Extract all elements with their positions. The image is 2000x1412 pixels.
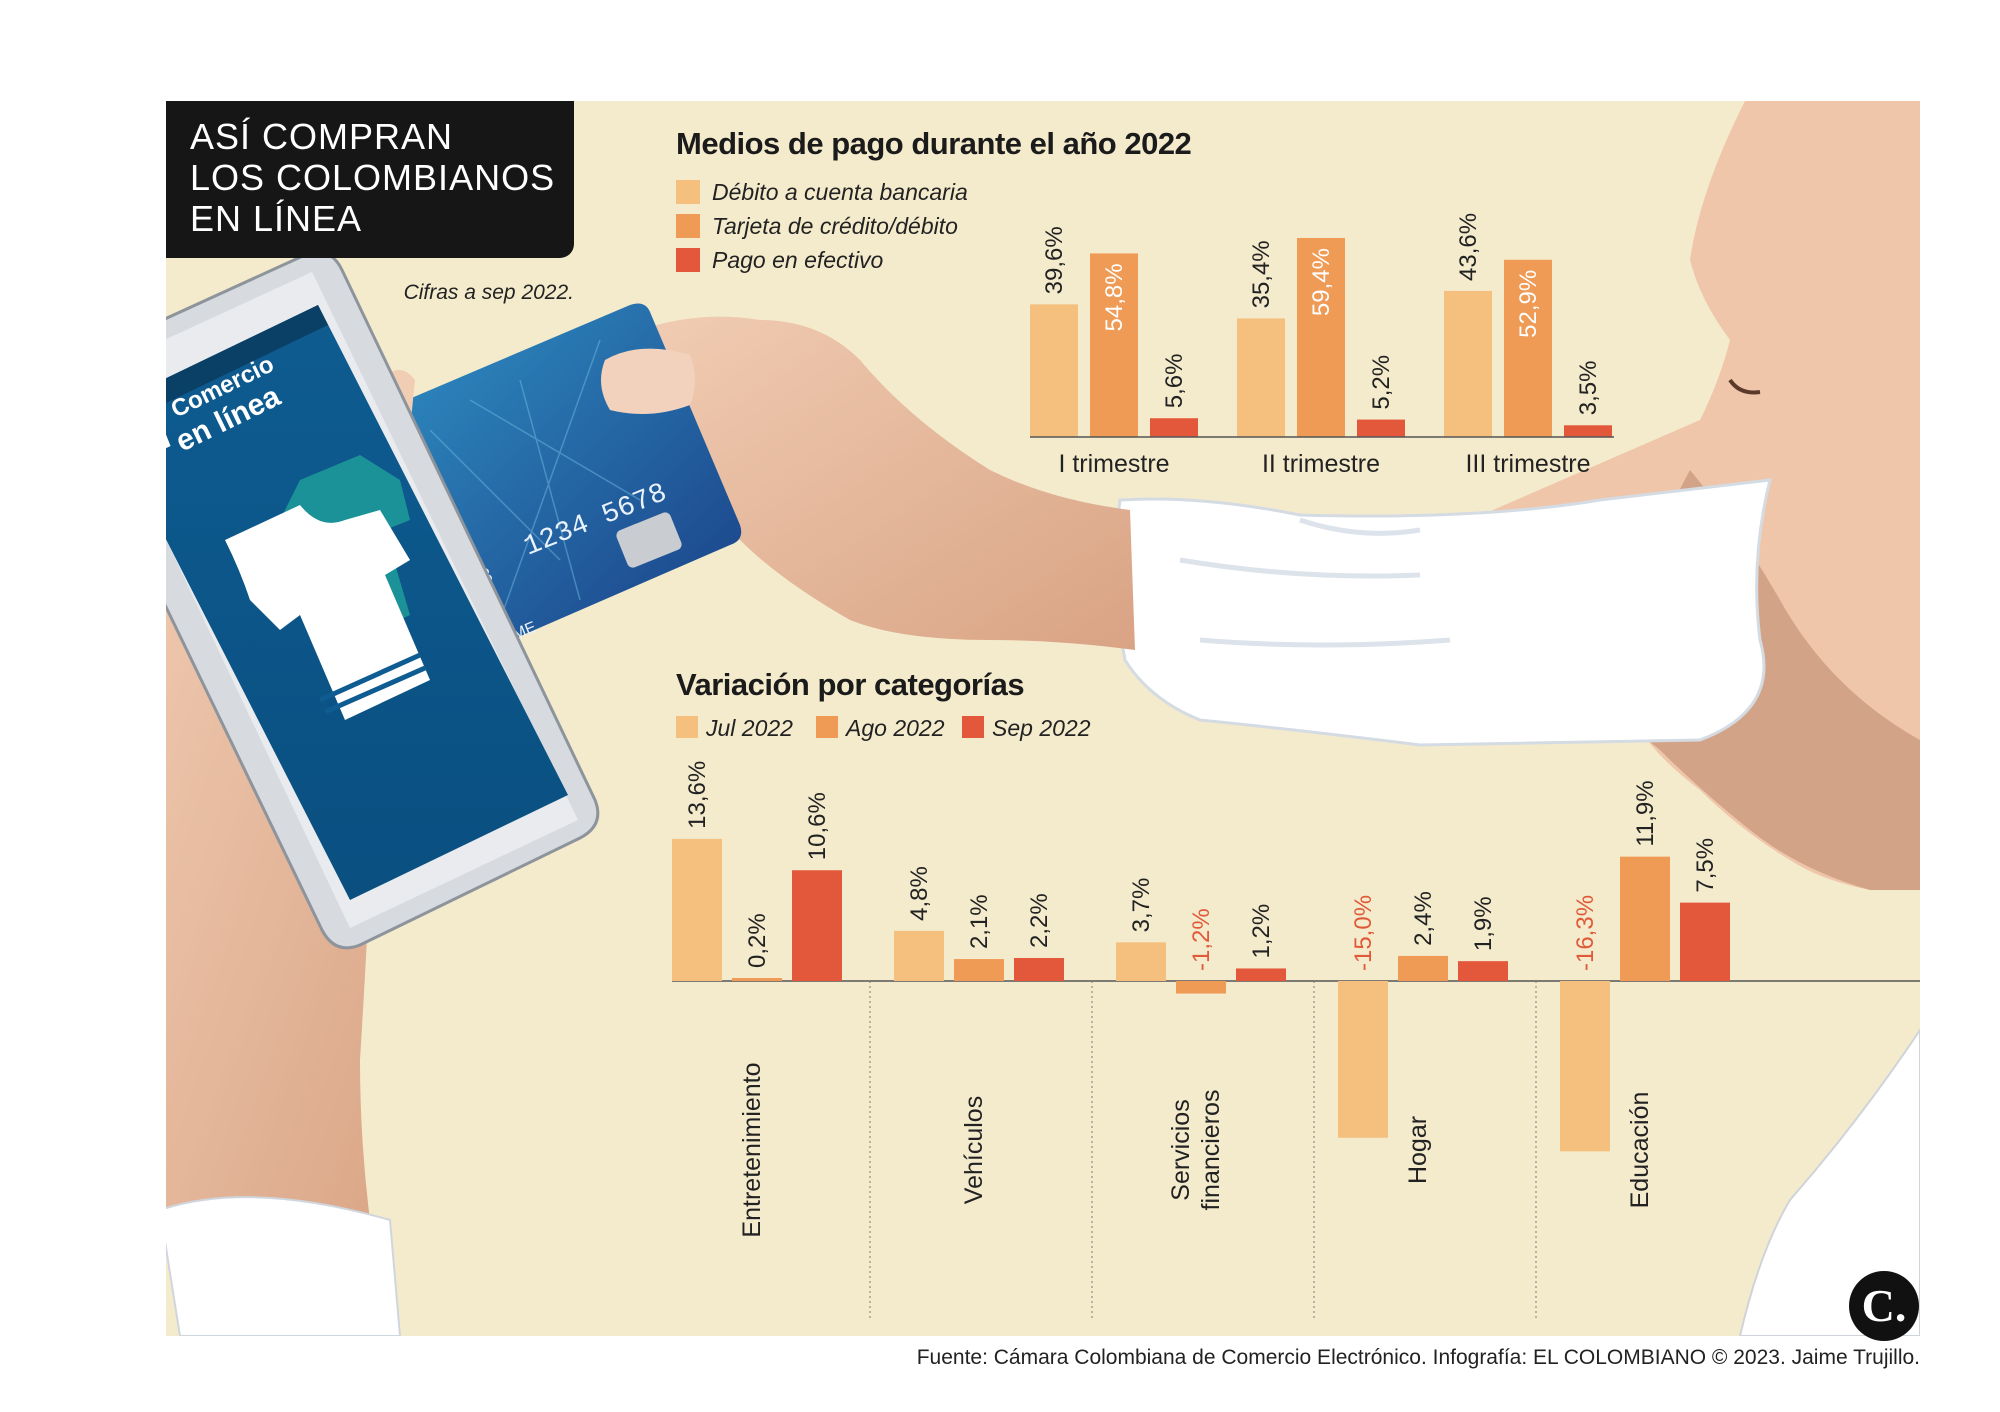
chart1-title: Medios de pago durante el año 2022: [676, 126, 1192, 161]
chart1-category-label: III trimestre: [1465, 450, 1590, 478]
legend2-swatch-2: [962, 716, 984, 738]
chart2-bar: [1458, 961, 1508, 981]
chart2-data-label: 2,2%: [1026, 893, 1053, 948]
chart2-bar: [732, 978, 782, 981]
chart2-data-label: -1,2%: [1188, 908, 1215, 971]
chart2-bar: [894, 930, 944, 981]
chart2-data-label: 10,6%: [804, 792, 831, 860]
chart1-bar: [1030, 304, 1078, 437]
chart2-bar: [672, 838, 722, 981]
chart1-data-label: 5,2%: [1368, 355, 1395, 410]
legend2-label-0: Jul 2022: [705, 715, 793, 741]
chart2-data-label: 11,9%: [1632, 780, 1659, 846]
chart1-category-label: I trimestre: [1058, 450, 1169, 478]
infographic-title: ASÍ COMPRAN LOS COLOMBIANOS EN LÍNEA: [190, 116, 556, 239]
sleeve-illustration: [1114, 478, 1772, 747]
chart2-category-label: Vehículos: [960, 1096, 988, 1204]
chart2-data-label: 1,9%: [1470, 896, 1497, 951]
legend1-label-1: Tarjeta de crédito/débito: [712, 213, 958, 239]
chart2-data-label: 1,2%: [1248, 904, 1275, 959]
phone-illustration: Comercio en línea: [166, 250, 600, 950]
chart1-bar: [1297, 238, 1345, 437]
chart2-data-label: 2,1%: [966, 894, 993, 949]
legend2-label-2: Sep 2022: [992, 715, 1091, 741]
chart2-data-label: 0,2%: [744, 913, 771, 968]
chart2-data-label: 3,7%: [1128, 878, 1155, 933]
chart1-bar: [1504, 259, 1552, 437]
chart2-category-label: Educación: [1626, 1092, 1654, 1209]
chart2-bar: [1560, 981, 1610, 1152]
chart1-data-label: 59,4%: [1308, 248, 1335, 316]
thumb-illustration: [601, 348, 695, 414]
legend1-swatch-1: [676, 214, 700, 238]
source-credit: Fuente: Cámara Colombiana de Comercio El…: [916, 1346, 1920, 1369]
phone-hand-illustration: [166, 370, 415, 1336]
chart2-category-label: Servicios: [1167, 1099, 1195, 1200]
chart2-bar: [1116, 942, 1166, 981]
chart2-bar: [1176, 981, 1226, 994]
chart1-bar: [1090, 253, 1138, 437]
chart1-data-label: 5,6%: [1161, 354, 1188, 409]
legend2-swatch-0: [676, 716, 698, 738]
publisher-logo: C.: [1849, 1271, 1919, 1341]
chart1-bar: [1237, 318, 1285, 437]
legend2-swatch-1: [816, 716, 838, 738]
chart1-bar: [1444, 290, 1492, 437]
chart2-data-label: 7,5%: [1692, 838, 1719, 893]
chart2-bar: [1236, 968, 1286, 981]
legend1-label-2: Pago en efectivo: [712, 247, 884, 273]
chart2-data-label: 4,8%: [906, 866, 933, 921]
chart1-data-label: 52,9%: [1515, 270, 1542, 338]
chart2-title: Variación por categorías: [676, 667, 1025, 702]
chart2-category-label: Hogar: [1404, 1116, 1432, 1184]
chart1-data-label: 43,6%: [1455, 213, 1482, 281]
chart2-bar: [1680, 902, 1730, 981]
chart2-bar: [1014, 958, 1064, 981]
chart2-category-label: financieros: [1197, 1090, 1225, 1211]
chart2-bar: [1338, 981, 1388, 1138]
chart1-bar: [1357, 419, 1405, 437]
chart2-bar: [1398, 955, 1448, 981]
chart1-data-label: 39,6%: [1041, 226, 1068, 294]
chart2-category-label: Entretenimiento: [738, 1062, 766, 1237]
chart1-category-label: II trimestre: [1262, 450, 1380, 478]
chart1-bar: [1564, 425, 1612, 437]
chart2-bar: [792, 870, 842, 981]
legend1-swatch-0: [676, 180, 700, 204]
title-box: [166, 101, 574, 258]
chart2-data-label: -16,3%: [1572, 895, 1599, 971]
chart2-bar: [954, 959, 1004, 981]
chart2-data-label: 2,4%: [1410, 891, 1437, 946]
legend1-label-0: Débito a cuenta bancaria: [712, 179, 968, 205]
chart2-data-label: -15,0%: [1350, 895, 1377, 971]
chart2-data-label: 13,6%: [684, 761, 711, 829]
legend1-swatch-2: [676, 248, 700, 272]
chart1-data-label: 3,5%: [1575, 361, 1602, 416]
chart1-data-label: 54,8%: [1101, 263, 1128, 331]
data-date-note: Cifras a sep 2022.: [403, 281, 574, 304]
chart2-bar: [1620, 856, 1670, 981]
chart1-data-label: 35,4%: [1248, 240, 1275, 308]
chart1-bar: [1150, 418, 1198, 437]
legend2-label-1: Ago 2022: [844, 715, 945, 741]
